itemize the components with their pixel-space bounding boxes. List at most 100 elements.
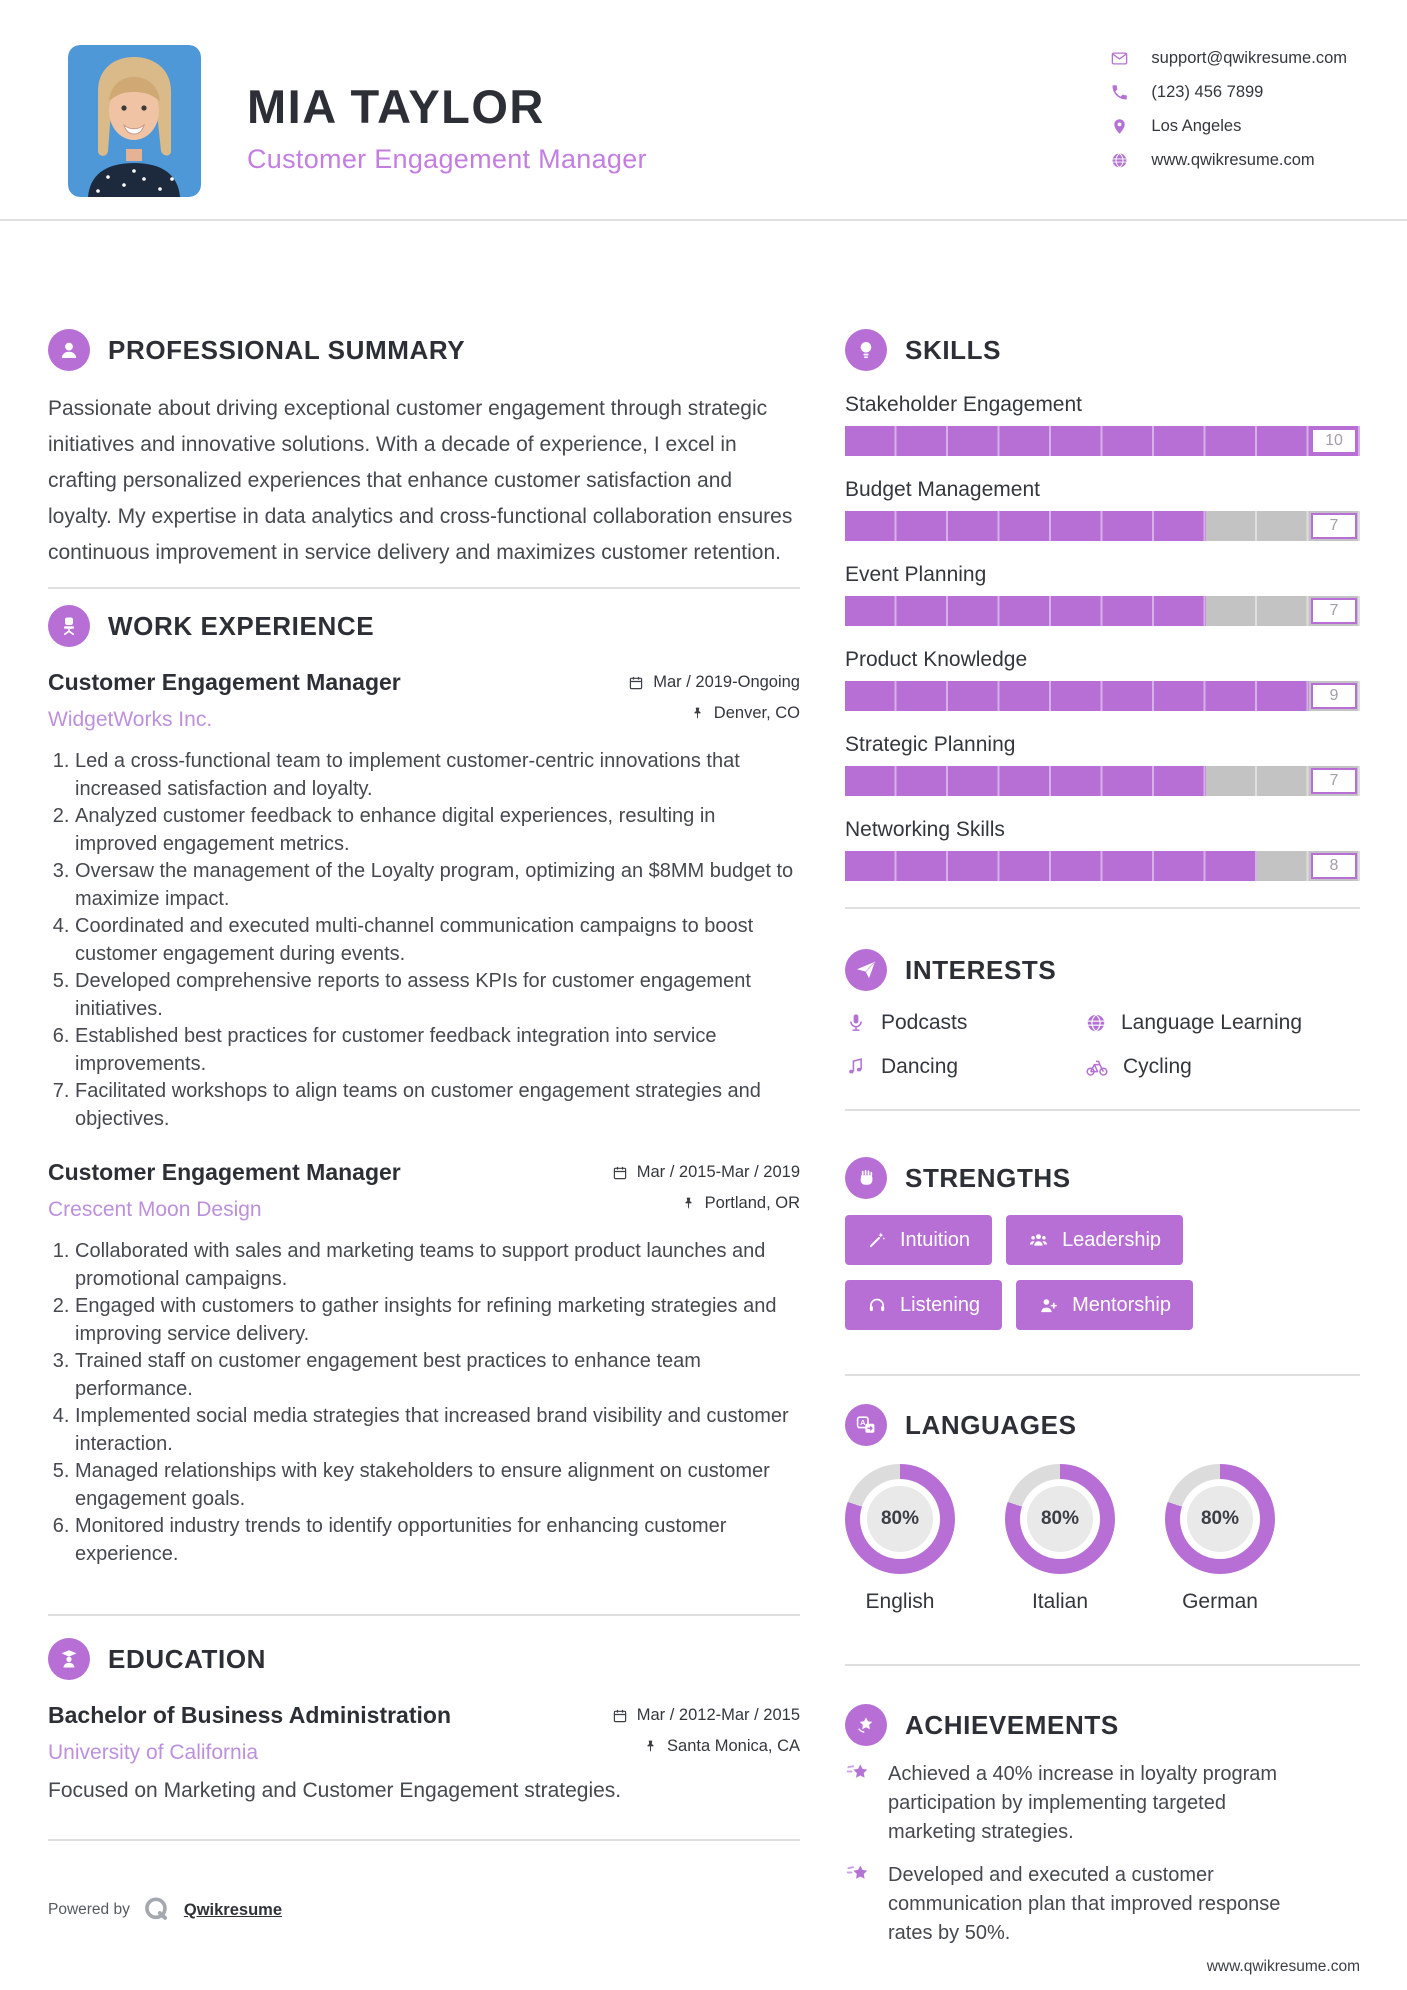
- section-achievements: ACHIEVEMENTS Achieved a 40% increase in …: [845, 1704, 1360, 1990]
- skill-bar-fill: [845, 851, 1257, 881]
- interests-title: INTERESTS: [905, 954, 1057, 985]
- job-bullet: Managed relationships with key stakehold…: [75, 1458, 800, 1513]
- shooting-star-icon: [846, 1865, 868, 1879]
- calendar-icon: [613, 1166, 626, 1179]
- language-percent: 80%: [1187, 1486, 1253, 1552]
- profile-photo-illustration: [68, 45, 201, 197]
- job-dates: Mar / 2019-Ongoing: [653, 673, 800, 691]
- shooting-star-icon: [846, 1764, 868, 1778]
- job-location-row: Portland, OR: [681, 1194, 800, 1213]
- graduate-icon: [48, 1638, 90, 1680]
- job-bullet: Collaborated with sales and marketing te…: [75, 1238, 800, 1293]
- contact-website[interactable]: www.qwikresume.com: [1151, 151, 1315, 169]
- education-description: Focused on Marketing and Customer Engage…: [48, 1779, 622, 1802]
- job-bullet: Led a cross-functional team to implement…: [75, 748, 800, 803]
- section-languages: A LANGUAGES 80% English: [845, 1404, 1360, 1666]
- skill-label: Budget Management: [845, 478, 1040, 501]
- left-column: PROFESSIONAL SUMMARY Passionate about dr…: [48, 329, 800, 1990]
- achievements-title: ACHIEVEMENTS: [905, 1709, 1119, 1740]
- languages-title: LANGUAGES: [905, 1409, 1077, 1440]
- job-head: Customer Engagement Manager WidgetWorks …: [48, 669, 800, 732]
- job-location: Denver, CO: [713, 704, 800, 722]
- job-location: Portland, OR: [704, 1194, 800, 1212]
- job-title: Customer Engagement Manager: [48, 1159, 401, 1185]
- skill-bar: 7: [845, 766, 1360, 796]
- job-bullet: Developed comprehensive reports to asses…: [75, 968, 800, 1023]
- powered-by-label: Powered by: [48, 1901, 130, 1918]
- person-plus-icon: [1041, 1298, 1057, 1312]
- donut-hole: 80%: [1180, 1479, 1260, 1559]
- skill-bar: 10: [845, 426, 1360, 456]
- strength-badge: Intuition: [845, 1215, 993, 1265]
- name-block: MIA TAYLOR Customer Engagement Manager: [247, 79, 647, 175]
- interest-item: Cycling: [1085, 1055, 1360, 1079]
- skill-bar: 7: [845, 596, 1360, 626]
- language-donut: 80%: [1165, 1464, 1275, 1574]
- fist-icon: [845, 1157, 887, 1199]
- globe-icon: [1112, 153, 1127, 168]
- profile-photo: [68, 45, 201, 197]
- skill-bar-fill: [845, 426, 1360, 456]
- job-head-left: Customer Engagement Manager Crescent Moo…: [48, 1159, 401, 1222]
- skill-bar-fill: [845, 766, 1206, 796]
- language-item: 80% German: [1165, 1464, 1275, 1614]
- section-interests: INTERESTS Podcasts Language Learning Dan…: [845, 949, 1360, 1111]
- calendar-icon: [630, 676, 643, 689]
- contact-phone: (123) 456 7899: [1151, 83, 1264, 101]
- footer: Powered by Qwikresume: [48, 1895, 282, 1925]
- pushpin-icon: [694, 707, 701, 719]
- language-name: Italian: [1031, 1590, 1089, 1613]
- contact-email[interactable]: support@qwikresume.com: [1151, 49, 1347, 67]
- skill-item: Stakeholder Engagement 10: [845, 393, 1360, 456]
- microphone-icon: [850, 1014, 862, 1031]
- language-percent: 80%: [1027, 1486, 1093, 1552]
- achievement-text: Developed and executed a customer commun…: [888, 1864, 1281, 1944]
- job-meta: Mar / 2019-Ongoing Denver, CO: [628, 673, 800, 723]
- strengths-title: STRENGTHS: [905, 1162, 1071, 1193]
- strength-badge: Listening: [845, 1280, 1003, 1330]
- skill-item: Budget Management 7: [845, 478, 1360, 541]
- skill-label: Networking Skills: [845, 818, 1005, 841]
- main-content: PROFESSIONAL SUMMARY Passionate about dr…: [0, 221, 1407, 1990]
- pushpin-icon: [647, 1740, 654, 1752]
- interest-label: Podcasts: [881, 1011, 968, 1034]
- education-head-left: Bachelor of Business Administration Univ…: [48, 1702, 451, 1765]
- qwikresume-logo-icon: [144, 1897, 167, 1920]
- skill-bar-fill: [845, 596, 1206, 626]
- job-dates: Mar / 2015-Mar / 2019: [636, 1163, 800, 1181]
- skill-label: Event Planning: [845, 563, 987, 586]
- achievement-item: Developed and executed a customer commun…: [845, 1861, 1360, 1948]
- skills-title: SKILLS: [905, 334, 1002, 365]
- contact-block: support@qwikresume.com (123) 456 7899 Lo…: [1110, 49, 1347, 170]
- work-header: WORK EXPERIENCE: [48, 605, 800, 647]
- section-skills: SKILLS Stakeholder Engagement 10 Budget …: [845, 329, 1360, 909]
- interests-grid: Podcasts Language Learning Dancing Cycli…: [845, 1011, 1360, 1079]
- summary-title: PROFESSIONAL SUMMARY: [108, 334, 466, 365]
- education-degree: Bachelor of Business Administration: [48, 1702, 451, 1728]
- skill-value: 7: [1311, 768, 1357, 794]
- footer-website[interactable]: www.qwikresume.com: [845, 1958, 1360, 1990]
- calendar-icon: [613, 1709, 626, 1722]
- language-name: English: [865, 1590, 935, 1613]
- interest-label: Cycling: [1123, 1055, 1192, 1078]
- pushpin-icon: [685, 1197, 692, 1209]
- job-head: Customer Engagement Manager Crescent Moo…: [48, 1159, 800, 1222]
- skill-label: Strategic Planning: [845, 733, 1016, 756]
- globe-icon: [1087, 1014, 1105, 1032]
- languages-row: 80% English 80% Italian: [845, 1464, 1360, 1614]
- skill-item: Event Planning 7: [845, 563, 1360, 626]
- summary-header: PROFESSIONAL SUMMARY: [48, 329, 800, 371]
- section-strengths: STRENGTHS Intuition Leadership Listening: [845, 1157, 1360, 1376]
- education-entry: Bachelor of Business Administration Univ…: [48, 1702, 800, 1803]
- skills-header: SKILLS: [845, 329, 1360, 371]
- language-item: 80% English: [845, 1464, 955, 1614]
- summary-text: Passionate about driving exceptional cus…: [48, 397, 793, 564]
- qwikresume-link[interactable]: Qwikresume: [183, 1900, 282, 1919]
- bicycle-icon: [1086, 1060, 1108, 1076]
- contact-email-row: support@qwikresume.com: [1110, 49, 1347, 68]
- interest-item: Dancing: [845, 1055, 1085, 1079]
- interest-label: Language Learning: [1121, 1011, 1303, 1034]
- interest-item: Podcasts: [845, 1011, 1085, 1035]
- translate-icon: A: [845, 1404, 887, 1446]
